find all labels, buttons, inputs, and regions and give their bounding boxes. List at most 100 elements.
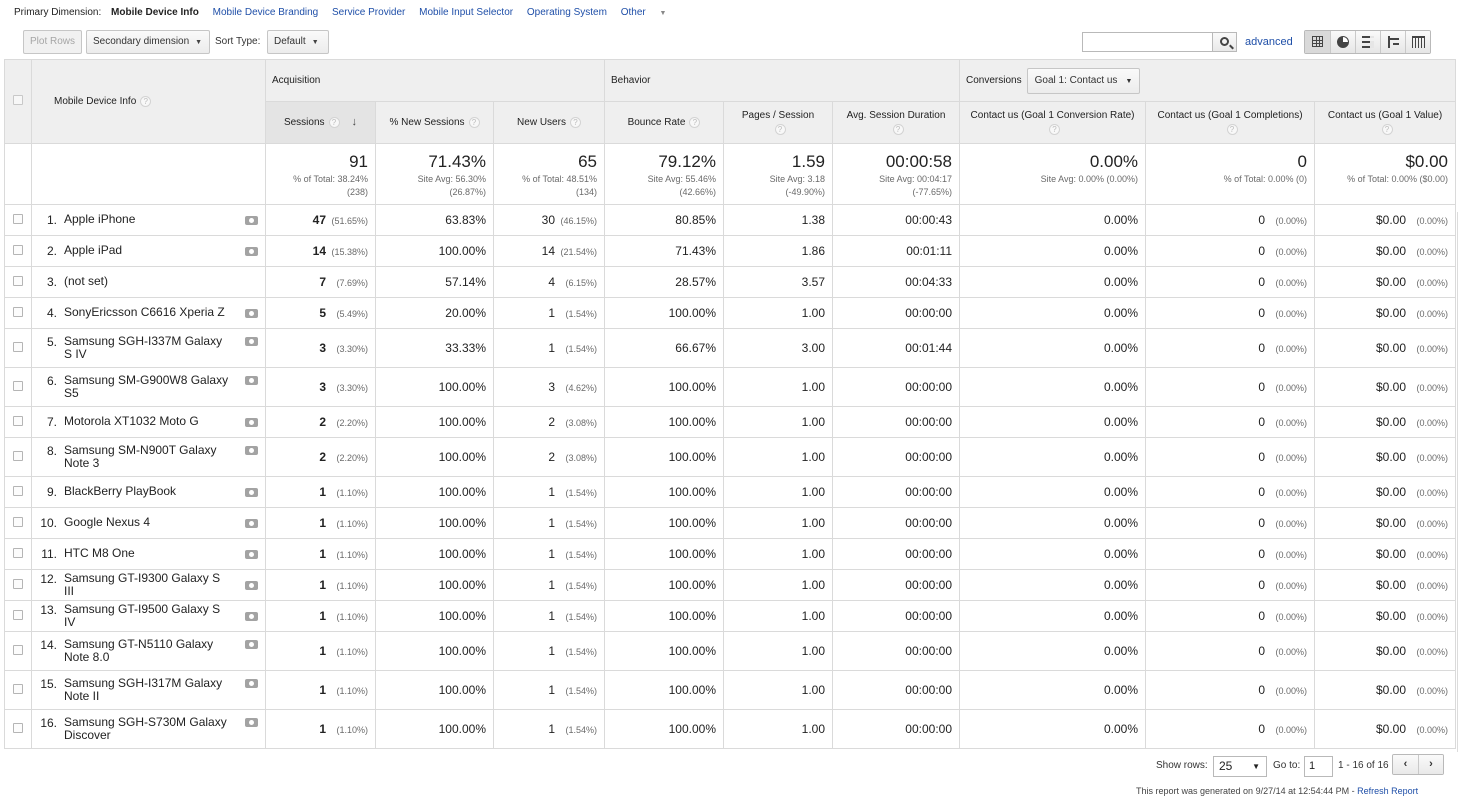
- device-name-link[interactable]: Samsung GT-N5110 Galaxy Note 8.0: [64, 637, 214, 664]
- next-page-button[interactable]: ›: [1418, 755, 1443, 774]
- comparison-view-button[interactable]: [1380, 31, 1405, 53]
- device-name-link[interactable]: Samsung GT-I9500 Galaxy S IV: [64, 602, 221, 629]
- row-checkbox[interactable]: [13, 723, 23, 733]
- search-button[interactable]: [1212, 32, 1237, 52]
- help-icon[interactable]: ?: [328, 116, 340, 128]
- col-header-sessions[interactable]: Sessions? ↓: [265, 101, 376, 144]
- row-checkbox[interactable]: [13, 451, 23, 461]
- row-checkbox[interactable]: [13, 486, 23, 496]
- help-icon[interactable]: ?: [1049, 124, 1061, 136]
- table-row[interactable]: 14. Samsung GT-N5110 Galaxy Note 8.0 1 (1.1…: [4, 631, 1457, 671]
- row-checkbox[interactable]: [13, 684, 23, 694]
- device-name-link[interactable]: Apple iPad: [64, 243, 123, 257]
- device-name-link[interactable]: Samsung SM-N900T Galaxy Note 3: [64, 443, 217, 470]
- camera-icon[interactable]: [245, 446, 258, 455]
- row-checkbox[interactable]: [13, 548, 23, 558]
- table-row[interactable]: 11. HTC M8 One 1 (1.10%) 100.00% 1 (1.54%) 100.…: [4, 538, 1457, 570]
- dimension-link-branding[interactable]: Mobile Device Branding: [212, 7, 319, 18]
- camera-icon[interactable]: [245, 216, 258, 225]
- help-icon[interactable]: ?: [1381, 124, 1393, 136]
- dimension-link-operating-system[interactable]: Operating System: [526, 7, 607, 18]
- table-row[interactable]: 5. Samsung SGH-I337M Galaxy S IV 3 (3.30%) 3…: [4, 328, 1457, 368]
- table-row[interactable]: 2. Apple iPad 14 (15.38%) 100.00% 14 (21.54%) 7…: [4, 235, 1457, 267]
- camera-icon[interactable]: [245, 612, 258, 621]
- plot-rows-button[interactable]: Plot Rows: [23, 30, 83, 54]
- camera-icon[interactable]: [245, 550, 258, 559]
- row-checkbox[interactable]: [13, 342, 23, 352]
- refresh-report-link[interactable]: Refresh Report: [1357, 786, 1419, 796]
- col-header-conversion-rate[interactable]: Contact us (Goal 1 Conversion Rate)?: [959, 101, 1147, 144]
- device-name-link[interactable]: HTC M8 One: [64, 546, 135, 560]
- vertical-scrollbar[interactable]: [1457, 212, 1458, 752]
- performance-view-button[interactable]: [1355, 31, 1380, 53]
- device-name-link[interactable]: Samsung SGH-I337M Galaxy S IV: [64, 334, 223, 361]
- table-row[interactable]: 4. SonyEricsson C6616 Xperia Z 5 (5.49%) 20.…: [4, 297, 1457, 329]
- goal-select-dropdown[interactable]: Goal 1: Contact us ▼: [1026, 67, 1141, 94]
- row-checkbox[interactable]: [13, 416, 23, 426]
- select-all-checkbox[interactable]: [13, 95, 23, 105]
- row-checkbox[interactable]: [13, 645, 23, 655]
- row-checkbox[interactable]: [13, 214, 23, 224]
- row-checkbox[interactable]: [13, 381, 23, 391]
- table-row[interactable]: 8. Samsung SM-N900T Galaxy Note 3 2 (2.20%)…: [4, 437, 1457, 477]
- dimension-link-input-selector[interactable]: Mobile Input Selector: [419, 7, 514, 18]
- device-name-link[interactable]: Apple iPhone: [64, 212, 136, 226]
- device-name-link[interactable]: (not set): [64, 274, 109, 288]
- device-name-link[interactable]: Samsung GT-I9300 Galaxy S III: [64, 571, 221, 598]
- camera-icon[interactable]: [245, 376, 258, 385]
- table-row[interactable]: 1. Apple iPhone 47 (51.65%) 63.83% 30 (46.15%)…: [4, 204, 1457, 236]
- col-header-goal-value[interactable]: Contact us (Goal 1 Value)?: [1314, 101, 1457, 144]
- device-name-link[interactable]: Google Nexus 4: [64, 515, 151, 529]
- camera-icon[interactable]: [245, 519, 258, 528]
- table-row[interactable]: 12. Samsung GT-I9300 Galaxy S III 1 (1.10%)…: [4, 569, 1457, 601]
- pivot-view-button[interactable]: [1405, 31, 1430, 53]
- camera-icon[interactable]: [245, 309, 258, 318]
- table-row[interactable]: 10. Google Nexus 4 1 (1.10%) 100.00% 1 (1.54%)…: [4, 507, 1457, 539]
- dimension-header[interactable]: Mobile Device Info?: [31, 59, 266, 144]
- device-name-link[interactable]: Motorola XT1032 Moto G: [64, 414, 199, 428]
- camera-icon[interactable]: [245, 247, 258, 256]
- col-header-new-users[interactable]: New Users?: [493, 101, 605, 144]
- table-row[interactable]: 7. Motorola XT1032 Moto G 2 (2.20%) 100.00% 2…: [4, 406, 1457, 438]
- row-checkbox[interactable]: [13, 579, 23, 589]
- table-row[interactable]: 3. (not set) 7 (7.69%) 57.14% 4 (6.15%) 28.57% 3…: [4, 266, 1457, 298]
- prev-page-button[interactable]: ‹: [1393, 755, 1418, 774]
- camera-icon[interactable]: [245, 337, 258, 346]
- col-header-pages-session[interactable]: Pages / Session?: [723, 101, 833, 144]
- advanced-filter-link[interactable]: advanced: [1245, 36, 1293, 48]
- show-rows-select[interactable]: 25 ▼: [1213, 756, 1267, 777]
- camera-icon[interactable]: [245, 488, 258, 497]
- table-search-input[interactable]: [1082, 32, 1213, 52]
- row-checkbox[interactable]: [13, 276, 23, 286]
- row-checkbox[interactable]: [13, 245, 23, 255]
- dimension-link-service-provider[interactable]: Service Provider: [332, 7, 406, 18]
- help-icon[interactable]: ?: [569, 116, 581, 128]
- camera-icon[interactable]: [245, 679, 258, 688]
- table-row[interactable]: 13. Samsung GT-I9500 Galaxy S IV 1 (1.10%) 1…: [4, 600, 1457, 632]
- secondary-dimension-dropdown[interactable]: Secondary dimension ▼: [86, 30, 210, 54]
- table-row[interactable]: 9. BlackBerry PlayBook 1 (1.10%) 100.00% 1 (1.…: [4, 476, 1457, 508]
- camera-icon[interactable]: [245, 640, 258, 649]
- col-header-completions[interactable]: Contact us (Goal 1 Completions)?: [1145, 101, 1316, 144]
- help-icon[interactable]: ?: [892, 124, 904, 136]
- device-name-link[interactable]: SonyEricsson C6616 Xperia Z: [64, 305, 225, 319]
- camera-icon[interactable]: [245, 581, 258, 590]
- table-row[interactable]: 6. Samsung SM-G900W8 Galaxy S5 3 (3.30%) 100…: [4, 367, 1457, 407]
- help-icon[interactable]: ?: [468, 116, 480, 128]
- col-header-bounce-rate[interactable]: Bounce Rate?: [604, 101, 724, 144]
- col-header-avg-duration[interactable]: Avg. Session Duration?: [831, 101, 961, 144]
- sort-type-dropdown[interactable]: Default ▼: [267, 30, 329, 54]
- row-checkbox[interactable]: [13, 307, 23, 317]
- pie-view-button[interactable]: [1330, 31, 1355, 53]
- help-icon[interactable]: ?: [689, 116, 701, 128]
- help-icon[interactable]: ?: [1226, 124, 1238, 136]
- row-checkbox[interactable]: [13, 610, 23, 620]
- goto-page-input[interactable]: 1: [1304, 756, 1333, 777]
- device-name-link[interactable]: Samsung SM-G900W8 Galaxy S5: [64, 373, 229, 400]
- col-header-new-sessions[interactable]: % New Sessions?: [375, 101, 494, 144]
- camera-icon[interactable]: [245, 718, 258, 727]
- device-name-link[interactable]: Samsung SGH-S730M Galaxy Discover: [64, 715, 227, 742]
- device-name-link[interactable]: Samsung SGH-I317M Galaxy Note II: [64, 676, 223, 703]
- dimension-link-other[interactable]: Other ▼: [621, 7, 678, 18]
- camera-icon[interactable]: [245, 418, 258, 427]
